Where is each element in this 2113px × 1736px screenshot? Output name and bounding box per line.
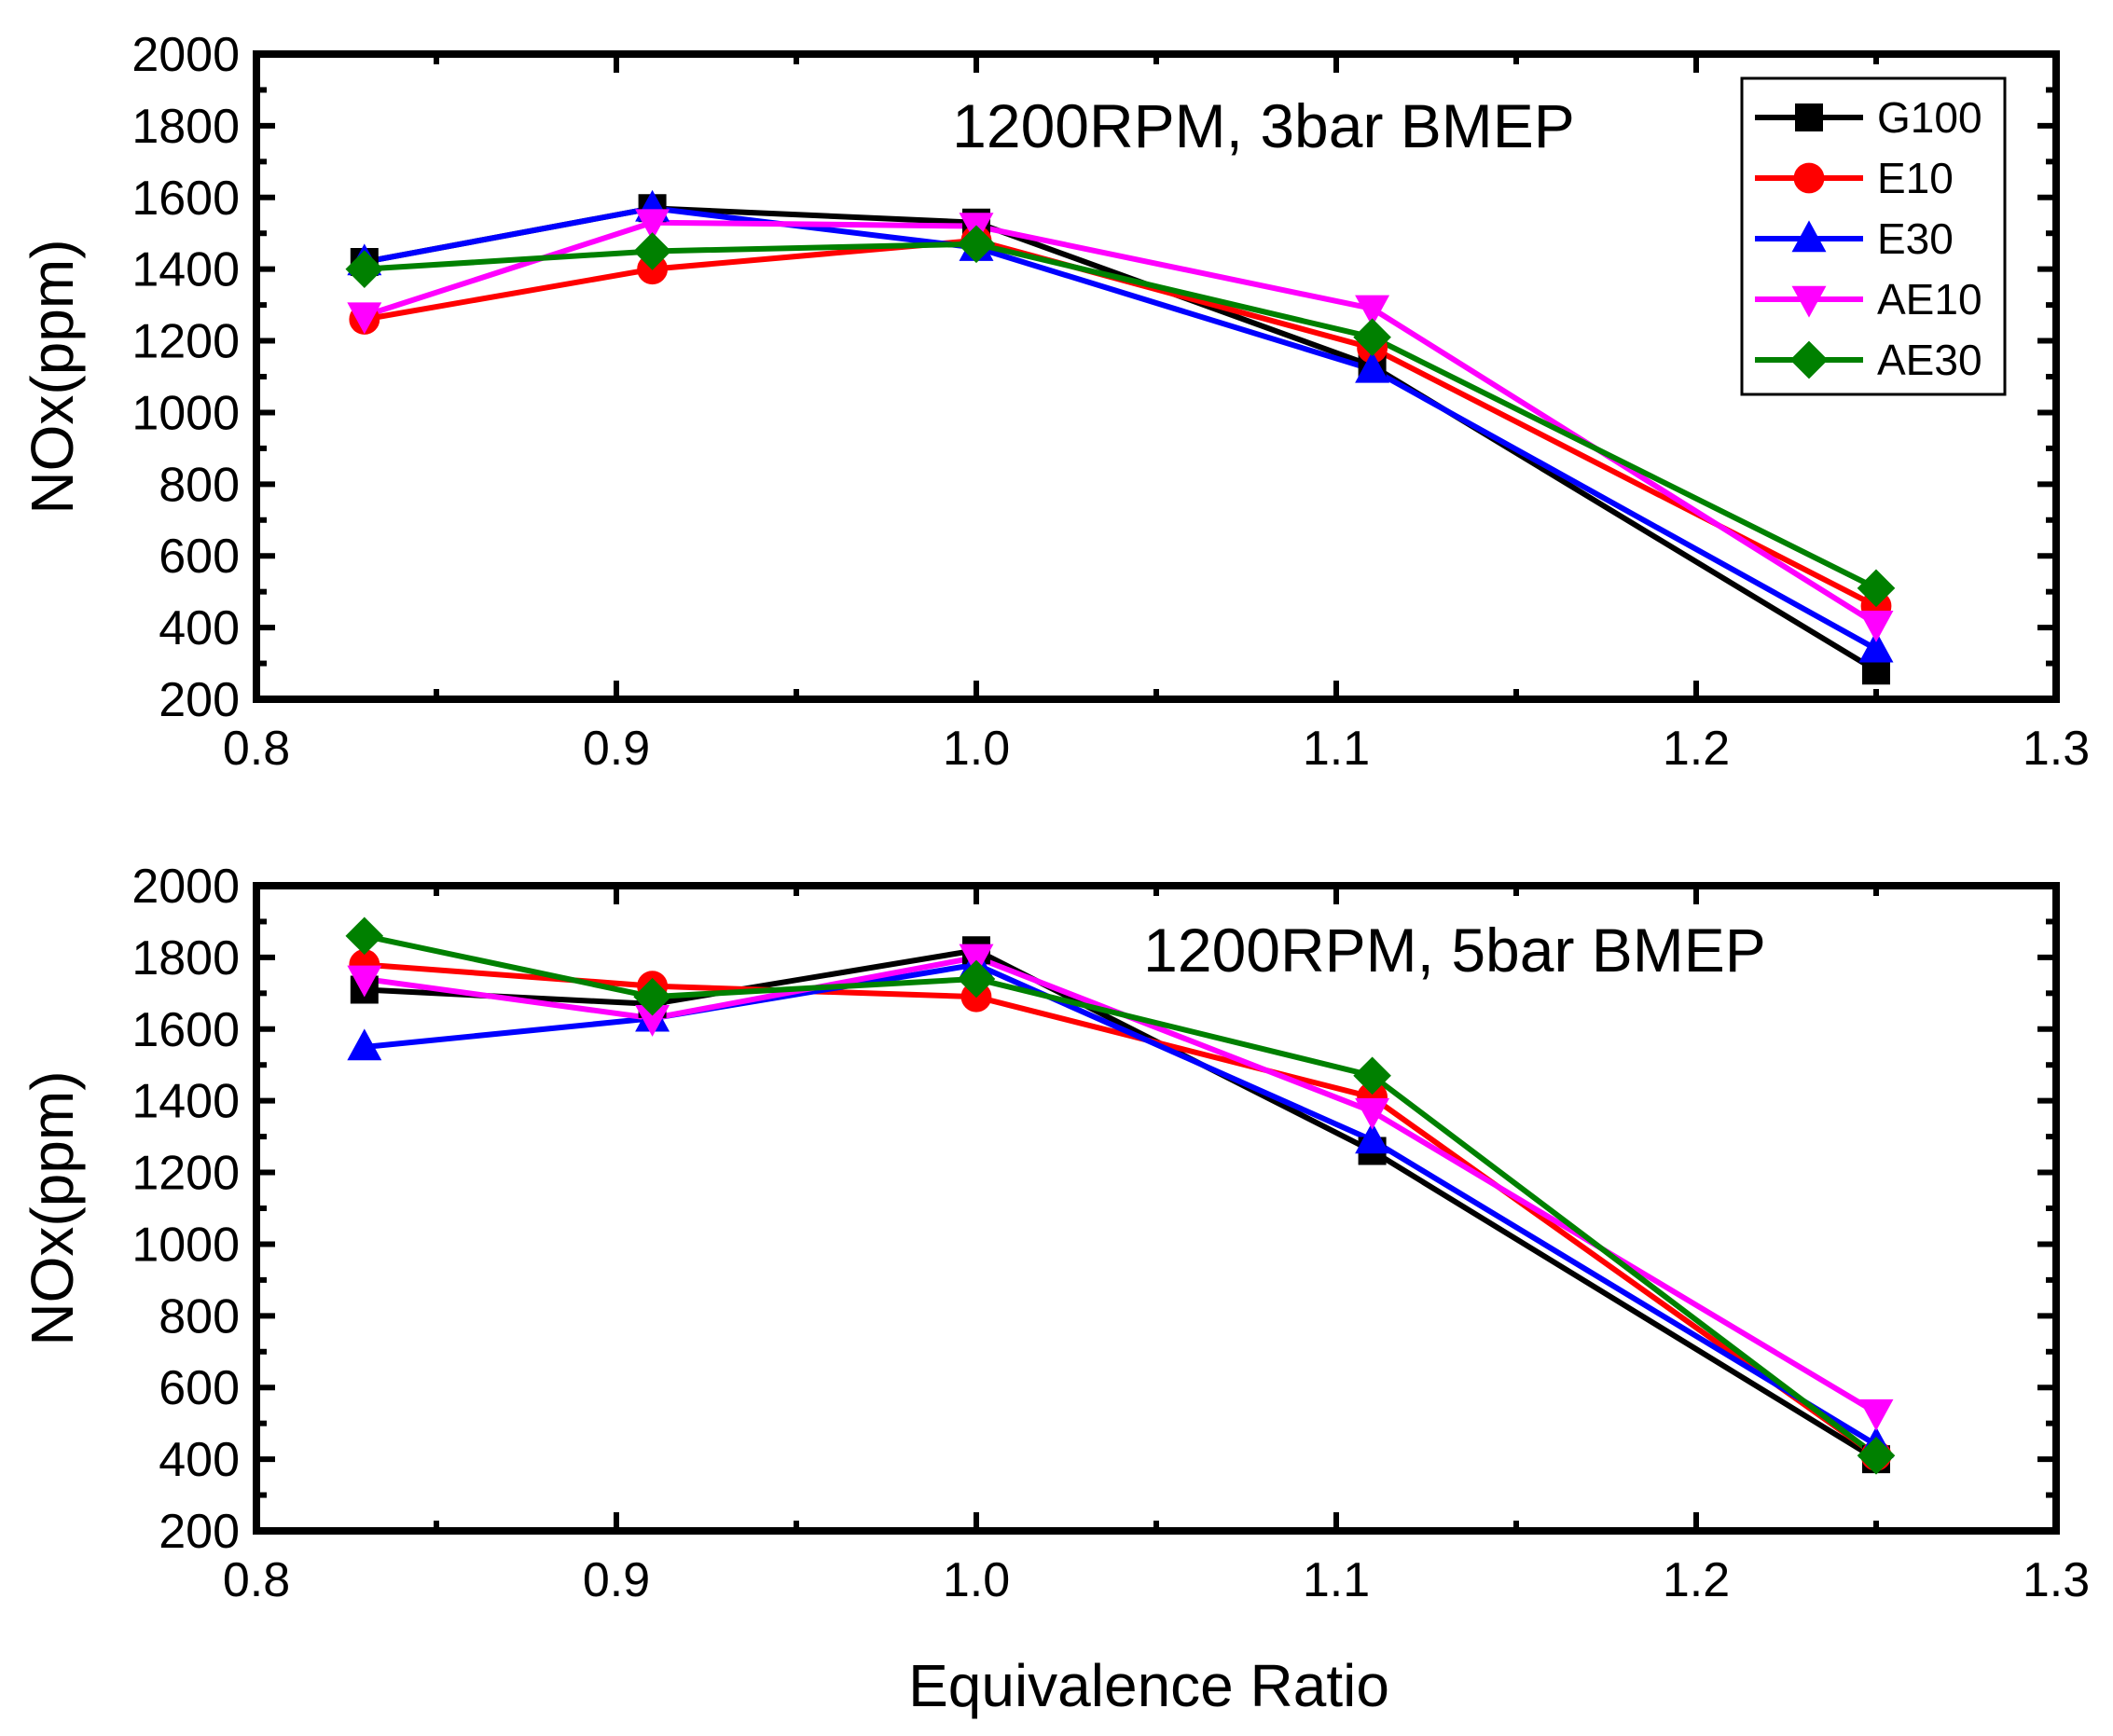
y-tick-label: 600 [159,1361,240,1415]
panel-top: 200 400 600 800 1000 1200 1400 1600 1800 2000 0.8 0… [19,28,2090,776]
point-ae30 [345,916,384,956]
legend-item-ae30: AE30 [1755,336,1982,384]
point-ae30 [957,225,996,264]
x-tick-label: 0.8 [223,722,290,776]
x-tick-label: 1.1 [1303,1553,1370,1607]
series-line-e30 [364,961,1878,1448]
point-ae10 [959,944,994,976]
point-ae30 [345,250,384,288]
legend: G100 E10 E30 AE10 AE30 [1740,76,2007,396]
point-ae10 [1355,1097,1390,1130]
legend-marker [1795,103,1823,131]
y-tick-label: 1000 [131,386,240,440]
point-ae30 [633,977,671,1016]
y-tick-label: 1800 [131,100,240,154]
x-tick-label: 1.2 [1663,722,1730,776]
panel-bottom: 200 400 600 800 1000 1200 1400 1600 1800 2000 0.8 0… [19,860,2090,1607]
y-tick-label: 600 [159,530,240,584]
series-line-ae10 [363,219,1878,627]
point-ae10 [1858,610,1894,642]
y-tick-label: 1400 [131,1075,240,1129]
point-ae10 [347,302,382,335]
y-tick-label: 800 [159,458,240,512]
y-tick-label: 2000 [131,28,240,82]
legend-label: AE10 [1877,275,1982,324]
y-tick-label: 1800 [131,931,240,985]
x-tick-label: 1.2 [1663,1553,1730,1607]
y-tick-label: 1600 [131,172,240,226]
x-tick-label: 1.0 [943,722,1010,776]
legend-label: AE30 [1877,336,1982,384]
point-ae30 [633,232,671,270]
legend-marker [1791,220,1827,253]
point-e30 [1355,351,1390,383]
point-ae30 [957,959,996,999]
series-line-e10 [364,961,1878,1458]
y-tick-label: 200 [159,673,240,727]
point-ae10 [347,965,382,998]
legend-item-ae10: AE10 [1755,275,1982,324]
point-ae10 [635,209,670,241]
point-ae30 [1857,569,1896,608]
y-tick-label: 1400 [131,243,240,297]
y-tick-label: 1000 [131,1218,240,1272]
y-axis-title: NOx(ppm) [19,239,86,514]
x-tick-label: 1.3 [2023,1553,2090,1607]
panel-title: 1200RPM, 3bar BMEP [952,91,1575,160]
legend-item-e10: E10 [1755,154,1954,202]
point-ae30 [1857,1436,1896,1475]
x-axis-title: Equivalence Ratio [908,1652,1389,1719]
point-e30 [347,1028,382,1061]
legend-item-g100: G100 [1755,93,1982,142]
point-e30 [1355,1122,1390,1154]
panel-title: 1200RPM, 5bar BMEP [1143,916,1766,985]
y-tick-label: 1200 [131,1147,240,1201]
legend-label: E30 [1877,214,1954,263]
point-ae30 [1353,318,1391,357]
y-tick-label: 400 [159,1433,240,1487]
x-tick-label: 0.9 [583,722,650,776]
legend-marker [1791,285,1827,318]
y-tick-label: 1200 [131,315,240,369]
legend-marker [1793,162,1825,194]
legend-label: E10 [1877,154,1954,202]
y-tick-label: 800 [159,1289,240,1343]
legend-label: G100 [1877,93,1982,142]
x-tick-label: 1.3 [2023,722,2090,776]
y-tick-label: 400 [159,601,240,655]
series-line-ae30 [364,932,1878,1458]
x-tick-label: 0.8 [223,1553,290,1607]
x-tick-label: 1.0 [943,1553,1010,1607]
y-tick-label: 2000 [131,860,240,914]
x-tick-label: 1.1 [1303,722,1370,776]
x-tick-label: 0.9 [583,1553,650,1607]
legend-item-e30: E30 [1755,214,1954,263]
point-ae10 [1858,1398,1894,1431]
point-e30 [1858,630,1894,663]
y-tick-label: 200 [159,1505,240,1559]
y-tick-label: 1600 [131,1003,240,1057]
point-ae10 [1355,295,1390,327]
legend-marker [1789,340,1829,379]
y-axis-title: NOx(ppm) [19,1070,86,1345]
point-ae30 [1353,1056,1391,1095]
series-line-e10 [364,237,1878,609]
